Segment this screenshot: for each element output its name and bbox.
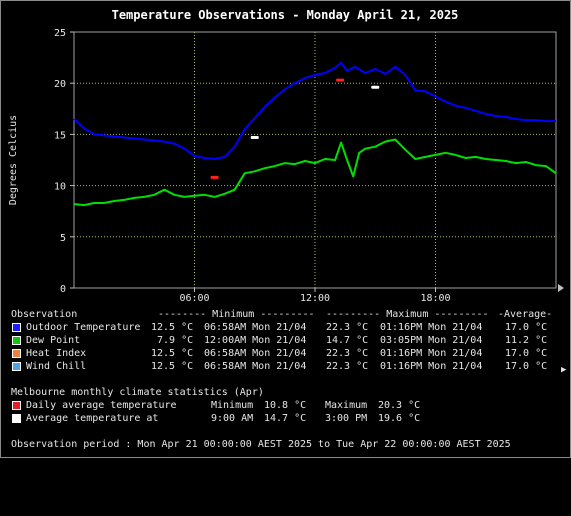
legend-row-outdoor-temperature: Outdoor Temperature 12.5 °C 06:58AM Mon … (0, 321, 571, 334)
climate-heading-text: Melbourne monthly climate statistics (Ap… (11, 387, 264, 398)
marker-0 (210, 175, 219, 179)
climate-heading: Melbourne monthly climate statistics (Ap… (0, 386, 571, 399)
label-wind-chill: Wind Chill (26, 361, 87, 372)
y-tick-label-20: 20 (54, 79, 66, 90)
min-value: 7.9 °C (157, 335, 194, 346)
min-time: 06:58AM Mon 21/04 (204, 361, 307, 372)
x-tick-label-18:00: 18:00 (420, 293, 450, 304)
x-axis-arrow (558, 284, 564, 292)
legend-header: Observation -------- Minimum --------- -… (0, 308, 571, 321)
climate-row-average-at: Average temperature at 9:00 AM 14.7 °C 3… (0, 412, 571, 425)
min-value: 12.5 °C (151, 322, 194, 333)
marker-2 (250, 135, 259, 139)
min-time: 06:58AM Mon 21/04 (204, 322, 307, 333)
header-minimum: -------- Minimum --------- (158, 309, 315, 320)
y-tick-label-25: 25 (54, 28, 66, 39)
max-value: 22.3 °C (326, 322, 369, 333)
observation-period: Observation period : Mon Apr 21 00:00:00… (0, 438, 571, 451)
average-value: 17.0 °C (505, 348, 548, 359)
max-time: 01:16PM Mon 21/04 (380, 322, 483, 333)
climate-col1-value: 14.7 °C (264, 413, 307, 424)
y-axis-ticks: 0 5 10 15 20 25 (54, 28, 74, 295)
series-line-dew-point (73, 138, 557, 207)
climate-col2-label: 3:00 PM (325, 413, 368, 424)
min-value: 12.5 °C (151, 348, 194, 359)
series-lines (73, 61, 557, 207)
header-observation: Observation (11, 309, 78, 320)
max-time: 03:05PM Mon 21/04 (380, 335, 483, 346)
y-tick-label-15: 15 (54, 130, 66, 141)
marker-3 (371, 85, 380, 89)
y-axis-label: Degrees Celcius (8, 115, 19, 205)
min-time: 12:00AM Mon 21/04 (204, 335, 307, 346)
climate-col2-value: 19.6 °C (378, 413, 421, 424)
max-time: 01:16PM Mon 21/04 (380, 348, 483, 359)
climate-col1-label: 9:00 AM (211, 413, 254, 424)
average-value: 11.2 °C (505, 335, 548, 346)
climate-col2-label: Maximum (325, 400, 368, 411)
climate-markers (210, 78, 380, 179)
swatch-dew-point (12, 336, 21, 345)
climate-label: Average temperature at (26, 413, 159, 424)
swatch-wind-chill (12, 362, 21, 371)
swatch-heat-index (12, 349, 21, 358)
scroll-right-icon: ▶ (561, 365, 567, 375)
y-tick-label-10: 10 (54, 182, 66, 193)
header-average: -Average- (498, 309, 553, 320)
min-value: 12.5 °C (151, 361, 194, 372)
max-value: 22.3 °C (326, 361, 369, 372)
swatch-daily-average (12, 401, 21, 410)
y-tick-label-5: 5 (60, 233, 66, 244)
temperature-chart: Temperature Observations - Monday April … (8, 8, 564, 304)
chart-title: Temperature Observations - Monday April … (112, 8, 459, 22)
legend-row-dew-point: Dew Point 7.9 °C 12:00AM Mon 21/04 14.7 … (0, 334, 571, 347)
x-axis-ticks: 06:00 12:00 18:00 (179, 288, 451, 304)
label-dew-point: Dew Point (26, 335, 81, 346)
climate-col2-value: 20.3 °C (378, 400, 421, 411)
swatch-outdoor-temperature (12, 323, 21, 332)
header-maximum: --------- Maximum --------- (326, 309, 489, 320)
average-value: 17.0 °C (505, 322, 548, 333)
max-time: 01:16PM Mon 21/04 (380, 361, 483, 372)
climate-row-daily-average: Daily average temperature Minimum 10.8 °… (0, 399, 571, 412)
legend-row-wind-chill: Wind Chill 12.5 °C 06:58AM Mon 21/04 22.… (0, 360, 571, 373)
x-tick-label-06:00: 06:00 (179, 293, 209, 304)
climate-label: Daily average temperature (26, 400, 177, 411)
legend-row-heat-index: Heat Index 12.5 °C 06:58AM Mon 21/04 22.… (0, 347, 571, 360)
average-value: 17.0 °C (505, 361, 548, 372)
marker-1 (336, 78, 345, 82)
y-tick-label-0: 0 (60, 284, 66, 295)
legend-panel: Observation -------- Minimum --------- -… (0, 308, 571, 458)
min-time: 06:58AM Mon 21/04 (204, 348, 307, 359)
x-tick-label-12:00: 12:00 (300, 293, 330, 304)
climate-col1-label: Minimum (211, 400, 254, 411)
observation-period-text: Observation period : Mon Apr 21 00:00:00… (11, 439, 511, 450)
climate-col1-value: 10.8 °C (264, 400, 307, 411)
label-heat-index: Heat Index (26, 348, 87, 359)
label-outdoor-temperature: Outdoor Temperature (26, 322, 141, 333)
swatch-average-at (12, 414, 21, 423)
series-line-outdoor-temperature (73, 61, 556, 160)
max-value: 14.7 °C (326, 335, 369, 346)
max-value: 22.3 °C (326, 348, 369, 359)
plot-area (73, 31, 557, 289)
